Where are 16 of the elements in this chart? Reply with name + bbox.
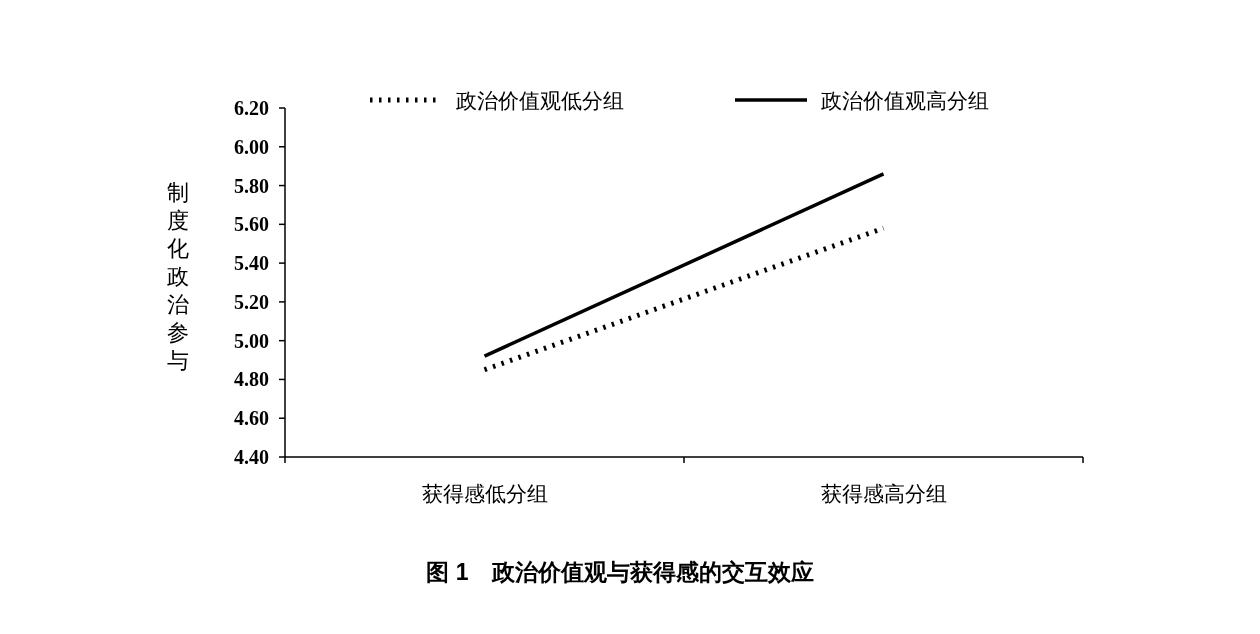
legend-label: 政治价值观高分组 [821,89,989,112]
y-tick-label: 5.40 [234,252,269,275]
y-tick-label: 5.20 [234,290,269,313]
x-tick-label: 获得感低分组 [421,482,548,505]
y-tick-label: 6.20 [234,97,269,119]
y-tick-label: 5.80 [234,174,269,197]
text: 图 1 政治价值观与获得感的交互效应 [426,559,814,585]
y-tick-label: 5.00 [234,329,269,352]
legend-label: 政治价值观低分组 [456,89,624,112]
y-axis-title: 制度化政治参与 [167,180,189,373]
y-tick-label: 4.60 [234,407,269,430]
y-tick-label: 5.60 [234,213,269,236]
y-tick-label: 6.00 [234,135,269,158]
x-tick-label: 获得感高分组 [820,482,947,505]
y-tick-label: 4.40 [234,446,269,468]
y-tick-label: 4.80 [234,368,269,391]
